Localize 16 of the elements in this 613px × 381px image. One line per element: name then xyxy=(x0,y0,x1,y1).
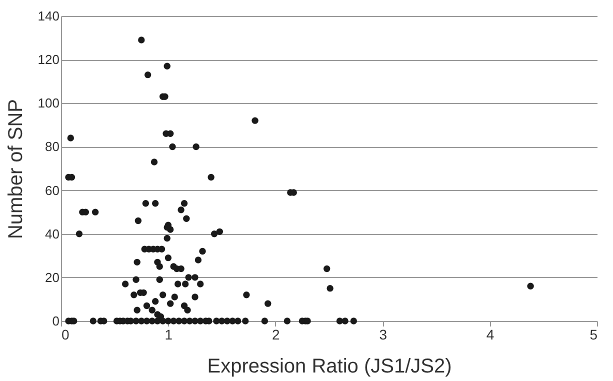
x-tick-label: 1 xyxy=(164,326,173,342)
y-tick-label: 80 xyxy=(45,139,60,154)
y-tick-label: 120 xyxy=(38,52,60,68)
x-tick-label: 3 xyxy=(379,326,388,342)
y-axis-title: Number of SNP xyxy=(4,98,27,240)
x-tick-label: 0 xyxy=(62,326,70,342)
x-axis-title: Expression Ratio (JS1/JS2) xyxy=(207,356,452,378)
y-tick-label: 60 xyxy=(45,182,60,198)
y-tick-label: 0 xyxy=(52,314,60,328)
y-tick-label: 100 xyxy=(38,96,60,111)
y-tick-label: 140 xyxy=(38,8,60,24)
y-tick-label: 40 xyxy=(45,226,60,242)
x-tick-label: 2 xyxy=(272,326,280,342)
x-tick-label: 4 xyxy=(486,326,494,342)
y-tick-label: 20 xyxy=(45,270,60,285)
x-tick-label: 5 xyxy=(590,326,598,342)
